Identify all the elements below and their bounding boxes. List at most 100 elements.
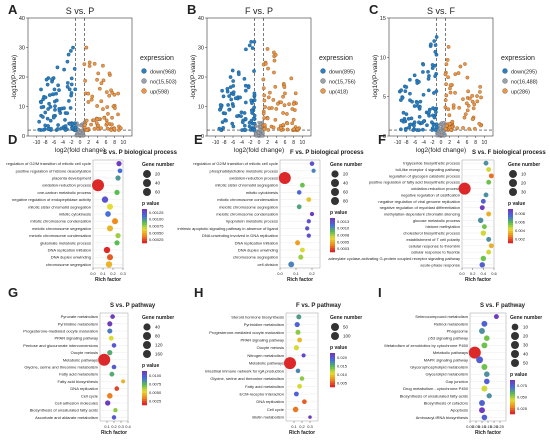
x-tick-label: 6 [466,140,469,146]
color-legend-bar [142,391,147,394]
point-down [421,62,426,67]
size-legend-label: 50 [523,361,529,366]
point-down [71,45,75,50]
enrichment-bubble [309,161,315,166]
size-legend-dot [331,197,339,205]
enrichment-bubble [114,240,120,246]
size-legend-dot [143,350,151,358]
x-tick-label: 6 [284,140,287,146]
enrichment-bubble [481,342,488,349]
enrichment-bubble [479,407,485,414]
category-label: DNA duplex unwinding [238,248,278,253]
point-up [87,64,92,68]
panel-letter: B [187,2,196,17]
point-up [444,123,449,128]
point-down [417,114,422,119]
point-down [429,42,433,47]
color-legend-bar [510,398,515,401]
x-tick-label: -4 [421,140,426,146]
point-down [63,118,67,122]
enrichment-bubble [480,230,487,236]
category-label: Glycerophospholipid metabolism [410,365,468,370]
category-label: Steroid hormone biosynthesis [231,314,284,319]
x-tick-label: -4 [60,140,65,146]
point-up [104,90,109,94]
category-label: DNA unwinding involved in DNA replicatio… [202,233,278,238]
size-legend-dot [143,170,151,178]
category-label: toll-like receptor 4 signaling pathway [396,167,460,172]
point-down [233,96,238,101]
point-no [438,126,442,130]
category-label: Apoptosis [450,408,468,413]
color-legend-bar [142,403,147,406]
point-down [426,88,431,93]
point-up [87,60,92,65]
category-label: Glycine, serine and threonine metabolism [24,365,98,370]
category-label: Selenocompound metabolism [415,314,468,319]
point-down [73,87,78,92]
legend-heading: expression [501,55,535,62]
point-down [430,63,435,67]
x-tick-label: 0.1 [293,271,299,276]
enrichment-bubble [484,371,490,378]
point-up [265,116,270,121]
point-up [272,58,277,63]
color-legend-label: 0.025 [517,406,528,411]
category-label: oxidation-reduction process [42,183,91,188]
x-tick-label: 8 [113,140,116,146]
point-up [86,100,91,104]
enrichment-bubble [296,190,302,195]
point-down [432,39,437,43]
y-tick-label: 0 [383,134,386,140]
enrichment-bubble [103,246,111,254]
point-up [82,123,87,127]
enrichment-panel-E: E F vs. P biological process regulation of… [177,132,364,283]
point-up [282,85,287,89]
enrichment-bubble [101,196,109,203]
color-legend-bar [142,227,147,230]
enrichment-bubble [109,371,115,377]
point-up [453,72,458,77]
point-down [433,74,437,79]
color-legend-bar [330,381,335,384]
category-label: regulation of G2/M transition of mitotic… [193,161,278,166]
enrichment-bubble [486,179,492,185]
color-legend-label: 0.0005 [337,239,350,244]
x-tick-label: -6 [52,140,57,146]
point-down [250,46,255,50]
category-label: methylation-dependent chromatin silencin… [384,212,460,217]
point-down [246,85,251,90]
category-label: Intestinal immune network for IgA produc… [205,368,284,373]
panel-letter: I [378,285,382,300]
point-up [475,99,480,104]
legend-swatch [320,68,326,74]
category-label: Ascorbate and aldarate metabolism [35,415,99,420]
point-down [63,128,68,132]
color-legend-bar [330,369,335,372]
enrichment-bubble [305,226,310,231]
panel-title: S vs. P biological process [103,150,178,156]
point-up [262,123,267,127]
point-no [441,125,445,129]
color-legend-bar [142,217,147,220]
point-down [63,124,68,128]
color-legend-heading: p value [510,372,527,378]
enrichment-bubble [300,247,305,253]
color-legend-label: 0.0050 [149,390,162,395]
size-legend-heading: Gene number [510,315,542,321]
color-legend-label: 0.0003 [337,246,350,251]
color-legend-label: 0.010 [337,372,348,377]
color-legend-bar [330,242,335,245]
color-legend-bar [508,211,513,214]
size-legend-dot [143,332,151,340]
size-legend-label: 100 [343,334,351,339]
point-up [467,96,472,101]
point-up [478,85,483,89]
point-up [279,100,284,105]
x-tick-label: 10 [300,140,306,146]
color-legend-bar [330,359,335,362]
point-up [444,62,449,67]
enrichment-bubble [105,400,111,406]
point-up [451,103,456,108]
point-up [107,93,112,98]
